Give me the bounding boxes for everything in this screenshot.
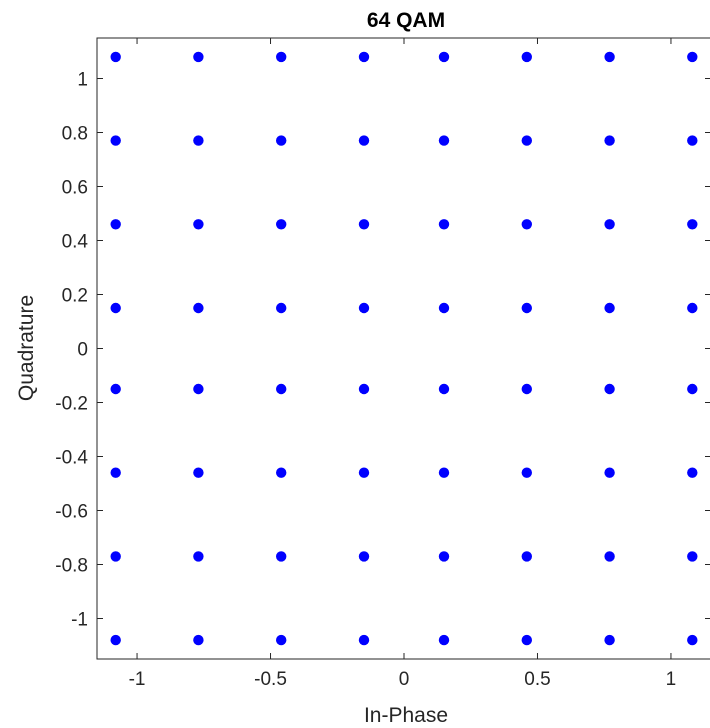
constellation-point (193, 219, 204, 230)
constellation-point (521, 383, 532, 395)
y-tick-label: 0 (77, 340, 88, 361)
constellation-point (358, 551, 370, 562)
constellation-point (604, 219, 615, 230)
constellation-point (358, 219, 370, 230)
x-tick-label: -0.5 (254, 669, 287, 690)
constellation-point (110, 135, 121, 146)
y-tick-label: 0.4 (62, 232, 89, 253)
y-tick-label: -0.4 (55, 448, 88, 469)
constellation-point (687, 302, 698, 314)
constellation-point (110, 51, 121, 63)
y-tick-label: 0.2 (62, 286, 88, 307)
constellation-point (521, 135, 532, 146)
y-tick-label: 1 (77, 70, 88, 91)
constellation-point (193, 634, 204, 646)
x-tick-label: 0 (399, 669, 410, 690)
constellation-point (193, 551, 204, 562)
x-tick-label: -1 (129, 669, 146, 690)
constellation-point (276, 467, 287, 478)
constellation-point (604, 135, 615, 146)
y-tick-label: -0.8 (55, 556, 88, 577)
constellation-point (276, 383, 287, 395)
constellation-point (521, 551, 532, 562)
constellation-point (521, 219, 532, 230)
chart-title: 64 QAM (367, 9, 445, 32)
constellation-point (521, 634, 532, 646)
constellation-point (687, 135, 698, 146)
constellation-point (604, 302, 615, 314)
constellation-point (276, 51, 287, 63)
constellation-point (193, 51, 204, 63)
constellation-point (604, 51, 615, 63)
constellation-point (438, 634, 450, 646)
y-axis-label: Quadrature (15, 295, 38, 401)
constellation-point (276, 634, 287, 646)
constellation-point (604, 634, 615, 646)
constellation-point (438, 219, 450, 230)
constellation-point (521, 467, 532, 478)
plot-area (96, 37, 710, 660)
x-axis-label: In-Phase (364, 704, 448, 727)
constellation-point (276, 551, 287, 562)
constellation-point (604, 383, 615, 395)
constellation-point (358, 383, 370, 395)
constellation-point (110, 551, 121, 562)
constellation-point (687, 467, 698, 478)
constellation-point (604, 551, 615, 562)
constellation-point (438, 467, 450, 478)
axis-ticks: -1 -0.5 0 0.5 1 -1 -0.8 -0.6 -0.4 -0.2 0 0.2 0.4 0.6 0… (55, 38, 710, 690)
constellation-point (276, 302, 287, 314)
constellation-point (358, 634, 370, 646)
y-tick-label: 0.6 (62, 178, 88, 199)
constellation-point (358, 51, 370, 63)
y-tick-label: -1 (71, 610, 88, 631)
constellation-point (276, 219, 287, 230)
constellation-point (521, 302, 532, 314)
constellation-point (358, 302, 370, 314)
constellation-point (687, 51, 698, 63)
constellation-point (358, 135, 370, 146)
constellation-point (110, 634, 121, 646)
constellation-point (687, 634, 698, 646)
x-tick-label: 0.5 (524, 669, 550, 690)
constellation-point (604, 467, 615, 478)
constellation-point (358, 467, 370, 478)
constellation-point (110, 219, 121, 230)
constellation-point (687, 219, 698, 230)
constellation-point (110, 467, 121, 478)
constellation-point (193, 135, 204, 146)
constellation-point (193, 383, 204, 395)
constellation-point (110, 383, 121, 395)
constellation-point (276, 135, 287, 146)
x-tick-label: 1 (666, 669, 677, 690)
y-tick-label: 0.8 (62, 124, 88, 145)
constellation-point (687, 383, 698, 395)
constellation-point (438, 383, 450, 395)
constellation-point (110, 302, 121, 314)
constellation-point (438, 302, 450, 314)
constellation-point (438, 551, 450, 562)
constellation-point (193, 302, 204, 314)
y-tick-label: -0.2 (55, 394, 88, 415)
constellation-point (687, 551, 698, 562)
constellation-point (438, 135, 450, 146)
data-points (110, 51, 698, 646)
y-tick-label: -0.6 (55, 502, 88, 523)
constellation-point (193, 467, 204, 478)
constellation-point (521, 51, 532, 63)
constellation-point (438, 51, 450, 63)
